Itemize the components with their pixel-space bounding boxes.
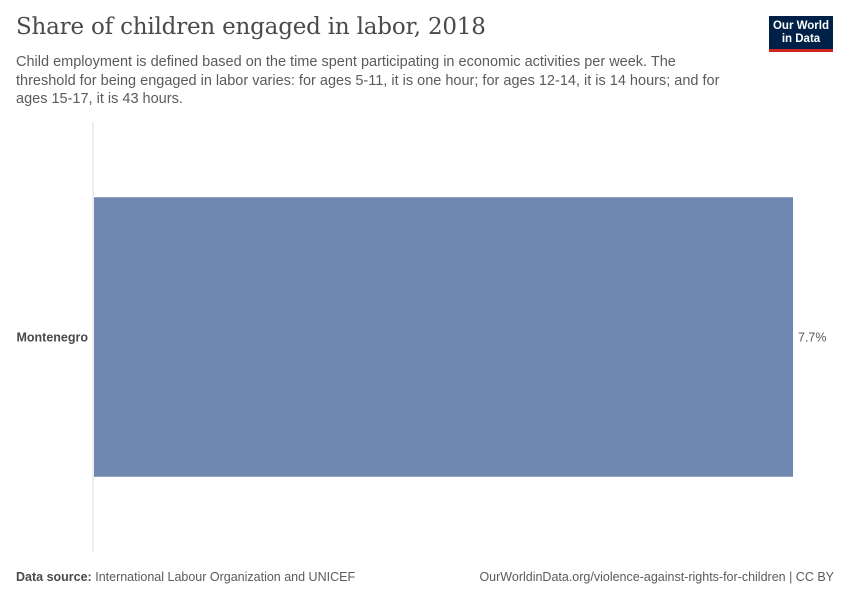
value-label: 7.7% bbox=[798, 331, 827, 345]
owid-logo[interactable]: Our World in Data bbox=[769, 16, 833, 52]
source-label: Data source: bbox=[16, 570, 92, 584]
footer-url[interactable]: OurWorldinData.org/violence-against-righ… bbox=[479, 570, 834, 584]
logo-line-2: in Data bbox=[781, 33, 821, 45]
bars-layer: Montenegro 7.7% bbox=[16, 197, 827, 477]
source-text[interactable]: International Labour Organization and UN… bbox=[95, 570, 356, 584]
bar[interactable] bbox=[94, 197, 793, 477]
footer-source: Data source: International Labour Organi… bbox=[16, 570, 355, 584]
chart-subtitle: Child employment is defined based on the… bbox=[16, 54, 720, 107]
category-label: Montenegro bbox=[16, 331, 88, 345]
logo-line-1: Our World bbox=[772, 20, 829, 32]
chart-title: Share of children engaged in labor, 2018 bbox=[16, 14, 486, 40]
